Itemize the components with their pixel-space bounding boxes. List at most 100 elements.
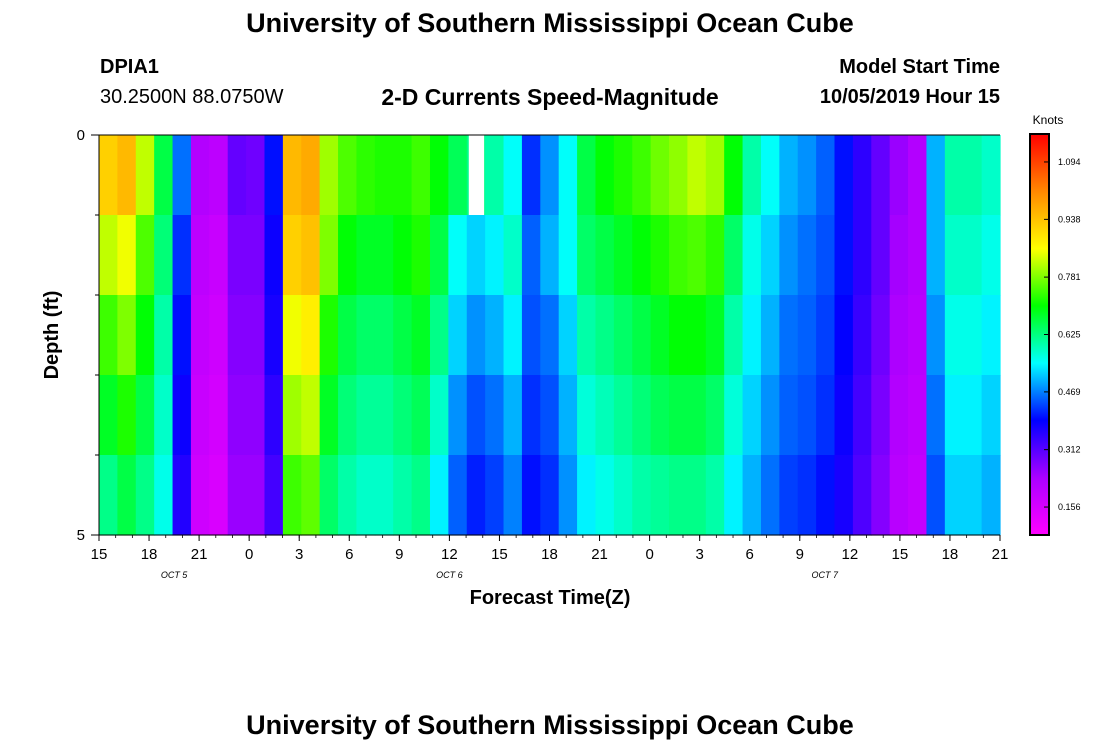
heatmap-cell [944, 375, 964, 456]
station-coords: 30.2500N 88.0750W [100, 86, 284, 108]
heatmap-cell [154, 135, 174, 216]
heatmap-cell [429, 375, 449, 456]
heatmap-cell [466, 295, 486, 376]
heatmap-cell [908, 375, 928, 456]
heatmap-cell [871, 215, 891, 296]
day-label: OCT 7 [812, 570, 839, 580]
heatmap-cell [577, 295, 597, 376]
heatmap-cell [871, 295, 891, 376]
heatmap-cell [246, 455, 266, 536]
heatmap-cell [319, 455, 339, 536]
heatmap-cell [485, 215, 505, 296]
x-tick-label: 18 [141, 546, 158, 563]
station-id: DPIA1 [100, 56, 159, 78]
heatmap-cell [632, 295, 652, 376]
heatmap-cell [981, 455, 1001, 536]
heatmap-cell [834, 455, 854, 536]
heatmap-cell [448, 135, 468, 216]
colorbar-tick-label: 0.156 [1058, 502, 1081, 512]
heatmap-cell [963, 455, 983, 536]
heatmap-cell [981, 295, 1001, 376]
heatmap-cell [135, 455, 155, 536]
heatmap-cell [154, 215, 174, 296]
heatmap-cell [852, 455, 872, 536]
heatmap-cell [981, 375, 1001, 456]
x-tick-label: 0 [245, 546, 253, 563]
heatmap-cell [190, 455, 210, 536]
heatmap-cell [264, 135, 284, 216]
heatmap-cell [797, 455, 817, 536]
heatmap-cell [613, 375, 633, 456]
heatmap-cell [374, 375, 394, 456]
heatmap-cell [852, 215, 872, 296]
heatmap-cell [209, 295, 229, 376]
heatmap-cell [411, 135, 431, 216]
heatmap-cell [577, 375, 597, 456]
heatmap-cell [595, 295, 615, 376]
heatmap-cell [338, 215, 358, 296]
heatmap-cell [154, 295, 174, 376]
heatmap-cell [154, 455, 174, 536]
x-tick-label: 15 [892, 546, 909, 563]
heatmap-cell [816, 135, 836, 216]
x-tick-label: 18 [942, 546, 959, 563]
heatmap-cell [411, 455, 431, 536]
x-tick-label: 3 [695, 546, 703, 563]
heatmap-cell [356, 135, 376, 216]
heatmap-cell [282, 295, 302, 376]
heatmap-cell [190, 375, 210, 456]
x-tick-label: 21 [191, 546, 208, 563]
heatmap-cell [338, 135, 358, 216]
heatmap-cell [282, 375, 302, 456]
heatmap-cell [521, 295, 541, 376]
heatmap-cell [797, 215, 817, 296]
heatmap-cell [264, 295, 284, 376]
heatmap-cell [797, 375, 817, 456]
heatmap-cell [760, 455, 780, 536]
heatmap-cell [834, 375, 854, 456]
heatmap-cell [429, 295, 449, 376]
heatmap-cell [374, 215, 394, 296]
heatmap-cell [577, 135, 597, 216]
heatmap-cell [963, 295, 983, 376]
heatmap-cell [209, 135, 229, 216]
heatmap-cell [742, 135, 762, 216]
heatmap-cell [613, 455, 633, 536]
heatmap-cell [466, 215, 486, 296]
heatmap-cell [632, 215, 652, 296]
page-title: University of Southern Mississippi Ocean… [246, 8, 854, 38]
heatmap-cell [742, 375, 762, 456]
heatmap-cell [742, 455, 762, 536]
heatmap-cell [521, 215, 541, 296]
heatmap-cell [448, 455, 468, 536]
heatmap-cell [687, 215, 707, 296]
heatmap-cell [503, 215, 523, 296]
heatmap-cell [429, 135, 449, 216]
heatmap-cell [338, 295, 358, 376]
heatmap-cell [319, 215, 339, 296]
colorbar: 1.094 0.938 0.781 0.625 0.469 0.312 0.156 [1029, 133, 1081, 536]
heatmap-cell [981, 215, 1001, 296]
heatmap-cell [797, 135, 817, 216]
heatmap-cell [264, 215, 284, 296]
heatmap-cell [117, 135, 137, 216]
colorbar-tick-label: 0.938 [1058, 214, 1081, 224]
x-tick-label: 9 [395, 546, 403, 563]
heatmap-cell [944, 295, 964, 376]
heatmap-cell [521, 135, 541, 216]
heatmap-cell [650, 375, 670, 456]
colorbar-tick-label: 1.094 [1058, 157, 1081, 167]
heatmap-cell [742, 295, 762, 376]
heatmap-cell [889, 295, 909, 376]
heatmap-cell [944, 135, 964, 216]
heatmap-cell [338, 375, 358, 456]
heatmap-cell [209, 215, 229, 296]
heatmap-cell [816, 375, 836, 456]
heatmap-cell [926, 455, 946, 536]
heatmap-cell [613, 135, 633, 216]
heatmap-cell [227, 375, 247, 456]
heatmap-cell [724, 215, 744, 296]
heatmap-cell [282, 455, 302, 536]
heatmap-cell [852, 135, 872, 216]
heatmap-cell [595, 135, 615, 216]
